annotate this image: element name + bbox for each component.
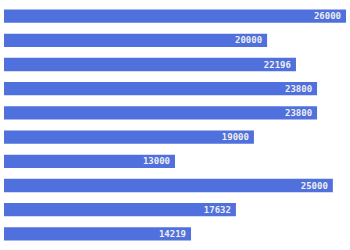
svg-text:13000: 13000 xyxy=(143,156,170,166)
svg-text:23800: 23800 xyxy=(285,108,312,118)
svg-text:14219: 14219 xyxy=(159,229,186,239)
svg-text:26000: 26000 xyxy=(314,11,341,21)
svg-text:19000: 19000 xyxy=(222,132,249,142)
svg-text:23800: 23800 xyxy=(285,84,312,94)
svg-text:25000: 25000 xyxy=(301,181,328,191)
svg-text:20000: 20000 xyxy=(235,35,262,45)
svg-text:22196: 22196 xyxy=(264,60,291,70)
svg-text:17632: 17632 xyxy=(204,205,231,215)
